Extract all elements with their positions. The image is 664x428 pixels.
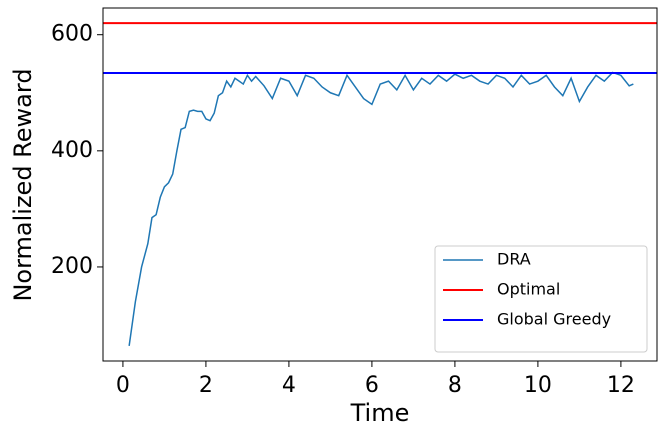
x-tick-label: 0: [116, 373, 130, 398]
x-axis-label: Time: [350, 399, 410, 427]
plot-frame: [102, 7, 658, 362]
legend-label: Optimal: [497, 280, 560, 299]
x-tick-label: 12: [607, 373, 635, 398]
y-tick-label: 400: [51, 138, 93, 163]
x-tick-label: 8: [448, 373, 462, 398]
y-axis-label: Normalized Reward: [9, 68, 37, 301]
x-tick-label: 10: [524, 373, 552, 398]
legend-label: Global Greedy: [497, 310, 611, 329]
y-tick-label: 600: [51, 22, 93, 47]
x-tick-label: 4: [282, 373, 296, 398]
x-tick-label: 6: [365, 373, 379, 398]
x-tick-label: 2: [199, 373, 213, 398]
legend-box: [434, 245, 648, 353]
legend-label: DRA: [497, 250, 531, 269]
y-tick-label: 200: [51, 254, 93, 279]
data-line: [128, 71, 634, 347]
